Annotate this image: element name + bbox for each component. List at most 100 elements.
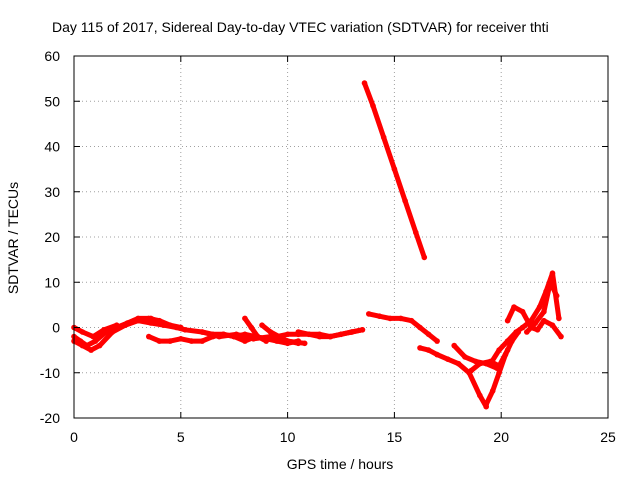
data-point: [549, 270, 556, 277]
data-point: [532, 320, 539, 326]
data-point: [338, 331, 344, 338]
x-tick-label: 5: [177, 429, 185, 445]
data-point: [267, 329, 274, 335]
y-tick-label: 50: [44, 93, 60, 109]
data-point: [366, 311, 372, 317]
data-point: [417, 324, 423, 331]
data-point: [496, 363, 502, 369]
grid-layer: [74, 56, 608, 418]
data-point: [301, 340, 308, 347]
data-point: [284, 331, 291, 338]
data-point: [417, 345, 423, 351]
data-point: [402, 198, 408, 204]
data-point: [276, 333, 282, 340]
data-point: [558, 333, 564, 340]
data-point: [519, 308, 526, 315]
y-tick-label: 30: [44, 184, 60, 200]
data-point: [487, 360, 494, 367]
data-point: [88, 347, 94, 353]
data-point: [445, 356, 451, 363]
data-point: [380, 134, 387, 141]
data-point: [109, 329, 116, 335]
data-point: [496, 370, 502, 376]
data-point: [477, 392, 483, 399]
data-point: [425, 347, 432, 353]
data-point: [556, 315, 562, 322]
y-axis-label: SDTVAR / TECUs: [5, 182, 21, 294]
data-point: [263, 338, 270, 344]
data-point: [146, 333, 152, 340]
data-point: [242, 331, 248, 338]
data-point: [220, 331, 227, 338]
y-tick-label: 60: [44, 48, 60, 64]
data-point: [376, 313, 383, 320]
data-point: [188, 338, 195, 344]
data-point: [391, 166, 398, 172]
data-point: [504, 338, 511, 344]
data-point: [451, 342, 458, 349]
data-point: [242, 338, 248, 344]
data-point: [455, 360, 462, 367]
x-axis-label: GPS time / hours: [287, 456, 394, 472]
data-point: [90, 333, 96, 340]
data-point: [370, 103, 376, 109]
y-tick-label: -20: [40, 410, 60, 426]
data-point: [387, 315, 393, 322]
data-point: [421, 254, 428, 261]
data-point: [489, 388, 496, 394]
data-point: [553, 293, 560, 299]
data-layer: [71, 80, 564, 410]
data-point: [524, 329, 530, 335]
data-point: [541, 308, 547, 315]
data-point: [259, 322, 265, 329]
data-point: [113, 324, 120, 331]
x-tick-label: 25: [600, 429, 616, 445]
data-point: [182, 327, 188, 333]
data-point: [131, 317, 137, 324]
data-point: [434, 351, 440, 358]
data-point: [242, 315, 248, 322]
data-point: [248, 324, 255, 331]
data-point: [528, 317, 534, 324]
data-point: [295, 329, 302, 335]
data-point: [254, 333, 261, 340]
data-point: [101, 327, 107, 333]
data-point: [483, 401, 490, 408]
data-point: [156, 338, 163, 344]
data-point: [398, 315, 404, 322]
data-point: [519, 324, 526, 331]
data-point: [477, 360, 483, 367]
x-tick-label: 20: [493, 429, 509, 445]
y-tick-label: 0: [52, 320, 60, 336]
data-point: [79, 342, 86, 349]
data-point: [359, 327, 366, 333]
data-point: [178, 336, 184, 342]
data-point: [504, 347, 511, 353]
y-tick-label: 10: [44, 274, 60, 290]
y-tick-label: -10: [40, 365, 60, 381]
data-point: [536, 304, 543, 310]
x-tick-label: 15: [387, 429, 403, 445]
x-tick-label: 0: [70, 429, 78, 445]
data-point: [534, 327, 541, 333]
data-point: [231, 333, 237, 340]
data-point: [199, 338, 205, 344]
y-tick-label: 20: [44, 229, 60, 245]
data-point: [167, 338, 173, 344]
data-point: [408, 317, 415, 324]
series-line-s12: [417, 345, 489, 410]
tick-layer: 0 5 10 15 20 25 -20 -10 0 10 20 30 40 50 60: [40, 48, 616, 445]
data-point: [361, 80, 368, 86]
data-point: [511, 304, 517, 310]
data-point: [496, 347, 502, 353]
data-point: [425, 331, 432, 338]
data-point: [468, 367, 475, 374]
data-point: [504, 317, 511, 324]
data-point: [327, 333, 334, 340]
data-point: [306, 331, 312, 338]
data-point: [199, 329, 205, 335]
data-point: [547, 279, 554, 286]
data-point: [316, 331, 323, 338]
data-point: [434, 338, 440, 344]
